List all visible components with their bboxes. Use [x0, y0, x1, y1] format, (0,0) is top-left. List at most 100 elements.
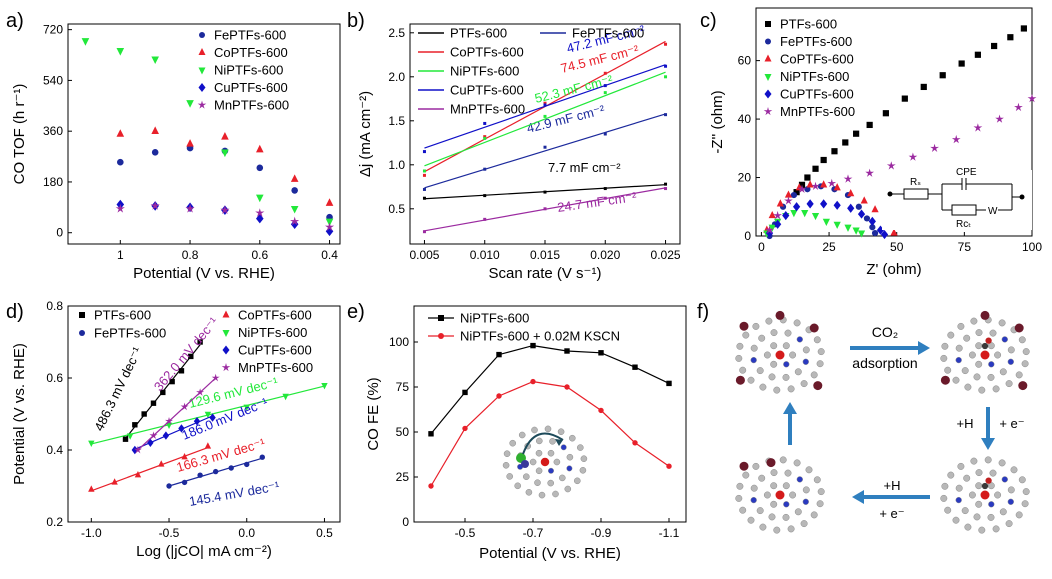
data-point — [149, 431, 158, 439]
data-point — [209, 413, 216, 422]
panel-b-letter: b) — [347, 10, 365, 32]
carbon-atom — [784, 469, 792, 477]
carbon-atom — [805, 466, 813, 474]
carbon-atom — [735, 354, 743, 362]
legend-marker — [198, 48, 206, 55]
data-point — [181, 479, 188, 486]
carbon-atom — [789, 351, 797, 359]
adsorbate-atom — [981, 342, 989, 350]
panel-f-letter: f) — [697, 301, 709, 323]
legend-marker — [764, 54, 772, 62]
legend-label: PTFs-600 — [94, 308, 151, 323]
data-point — [126, 433, 134, 440]
data-point — [169, 378, 175, 385]
carbon-atom — [782, 482, 790, 490]
data-point — [876, 225, 885, 235]
data-point — [131, 445, 139, 455]
legend-marker — [438, 315, 444, 321]
data-point — [151, 56, 159, 65]
data-point — [806, 180, 814, 188]
data-point — [290, 219, 299, 230]
legend-label: NiPTFs-600 + 0.02M KSCN — [460, 329, 620, 344]
data-point — [255, 213, 264, 224]
data-point — [483, 217, 487, 221]
data-point — [543, 190, 547, 194]
data-point — [483, 194, 487, 198]
carbon-atom — [789, 491, 797, 499]
data-point — [256, 164, 264, 172]
legend-marker — [79, 312, 85, 318]
data-point — [212, 468, 219, 475]
carbon-atom — [817, 348, 825, 356]
x-tick-label: 0.8 — [182, 248, 199, 262]
chart-d: -1.0 -0.5 0.0 0.5 0.2 0.4 0.6 0.8 Log (|jCO| mA … — [11, 299, 341, 560]
circuit-node-right — [1019, 194, 1025, 200]
data-point — [290, 216, 300, 226]
carbon-atom — [535, 449, 543, 457]
data-point — [193, 417, 201, 426]
carbon-atom — [944, 366, 952, 374]
carbon-atom — [759, 523, 767, 531]
carbon-atom — [576, 444, 584, 451]
slope-label: 52.3 mF cm⁻² — [533, 72, 615, 106]
carbon-atom — [941, 482, 949, 490]
data-point — [282, 393, 289, 401]
carbon-atom — [941, 342, 949, 350]
carbon-atom — [770, 469, 778, 477]
legend-label: CoPTFs-600 — [450, 45, 524, 60]
y-tick-label: 40 — [738, 112, 752, 126]
data-point — [632, 440, 638, 446]
carbon-atom — [579, 466, 587, 474]
data-point — [666, 380, 672, 387]
carbon-atom — [968, 351, 976, 359]
carbon-atom — [557, 428, 565, 436]
carbon-atom — [573, 477, 581, 485]
chart-b: 0.005 0.010 0.015 0.020 0.025 0.5 1.0 1.5 2.0 2.5… — [357, 22, 681, 282]
data-point — [991, 42, 998, 50]
data-point — [603, 84, 607, 88]
adsorbate-atom — [981, 482, 989, 490]
x-axis-label: Log (|jCO| mA cm⁻²) — [136, 543, 272, 560]
legend-label: NiPTFs-600 — [214, 63, 283, 78]
data-point — [530, 342, 536, 349]
carbon-atom — [940, 354, 948, 362]
nitrogen-atom — [560, 444, 567, 451]
arrow-head-icon — [555, 439, 563, 446]
molecule-step-4 — [735, 456, 825, 534]
molecule-step-3 — [940, 456, 1030, 534]
data-point — [483, 167, 487, 171]
carbon-atom — [813, 476, 821, 484]
data-point — [857, 209, 866, 219]
legend-label: MnPTFs-600 — [214, 98, 289, 113]
carbon-atom — [566, 453, 574, 461]
carbon-atom — [503, 450, 511, 458]
fit-line — [424, 113, 666, 189]
plot-frame — [413, 305, 687, 523]
data-point — [116, 47, 125, 56]
carbon-atom — [568, 434, 576, 442]
x-tick-label: -0.5 — [159, 526, 180, 540]
data-point — [422, 187, 426, 191]
y-tick-label: 20 — [738, 171, 752, 185]
arrow-head-icon — [981, 438, 995, 450]
carbon-atom — [506, 473, 514, 480]
data-point — [768, 210, 776, 219]
y-tick-label: 1.5 — [388, 114, 405, 128]
carbon-atom — [768, 513, 776, 521]
data-point — [797, 184, 807, 193]
data-point — [186, 139, 194, 147]
carbon-atom — [1022, 348, 1030, 356]
data-point — [228, 465, 234, 471]
carbon-atom — [770, 500, 778, 508]
data-point — [428, 483, 434, 489]
step2-label-bottom: + e⁻ — [999, 416, 1024, 431]
arrow-head-icon — [918, 341, 930, 355]
legend-label: CuPTFs-600 — [214, 80, 288, 95]
data-point — [793, 189, 800, 196]
carbon-atom — [978, 526, 986, 534]
x-tick-label: 0.4 — [321, 248, 338, 262]
carbon-atom — [739, 506, 747, 514]
carbon-atom — [1015, 511, 1023, 519]
carbon-atom — [793, 459, 801, 467]
plot-frame — [67, 23, 341, 245]
